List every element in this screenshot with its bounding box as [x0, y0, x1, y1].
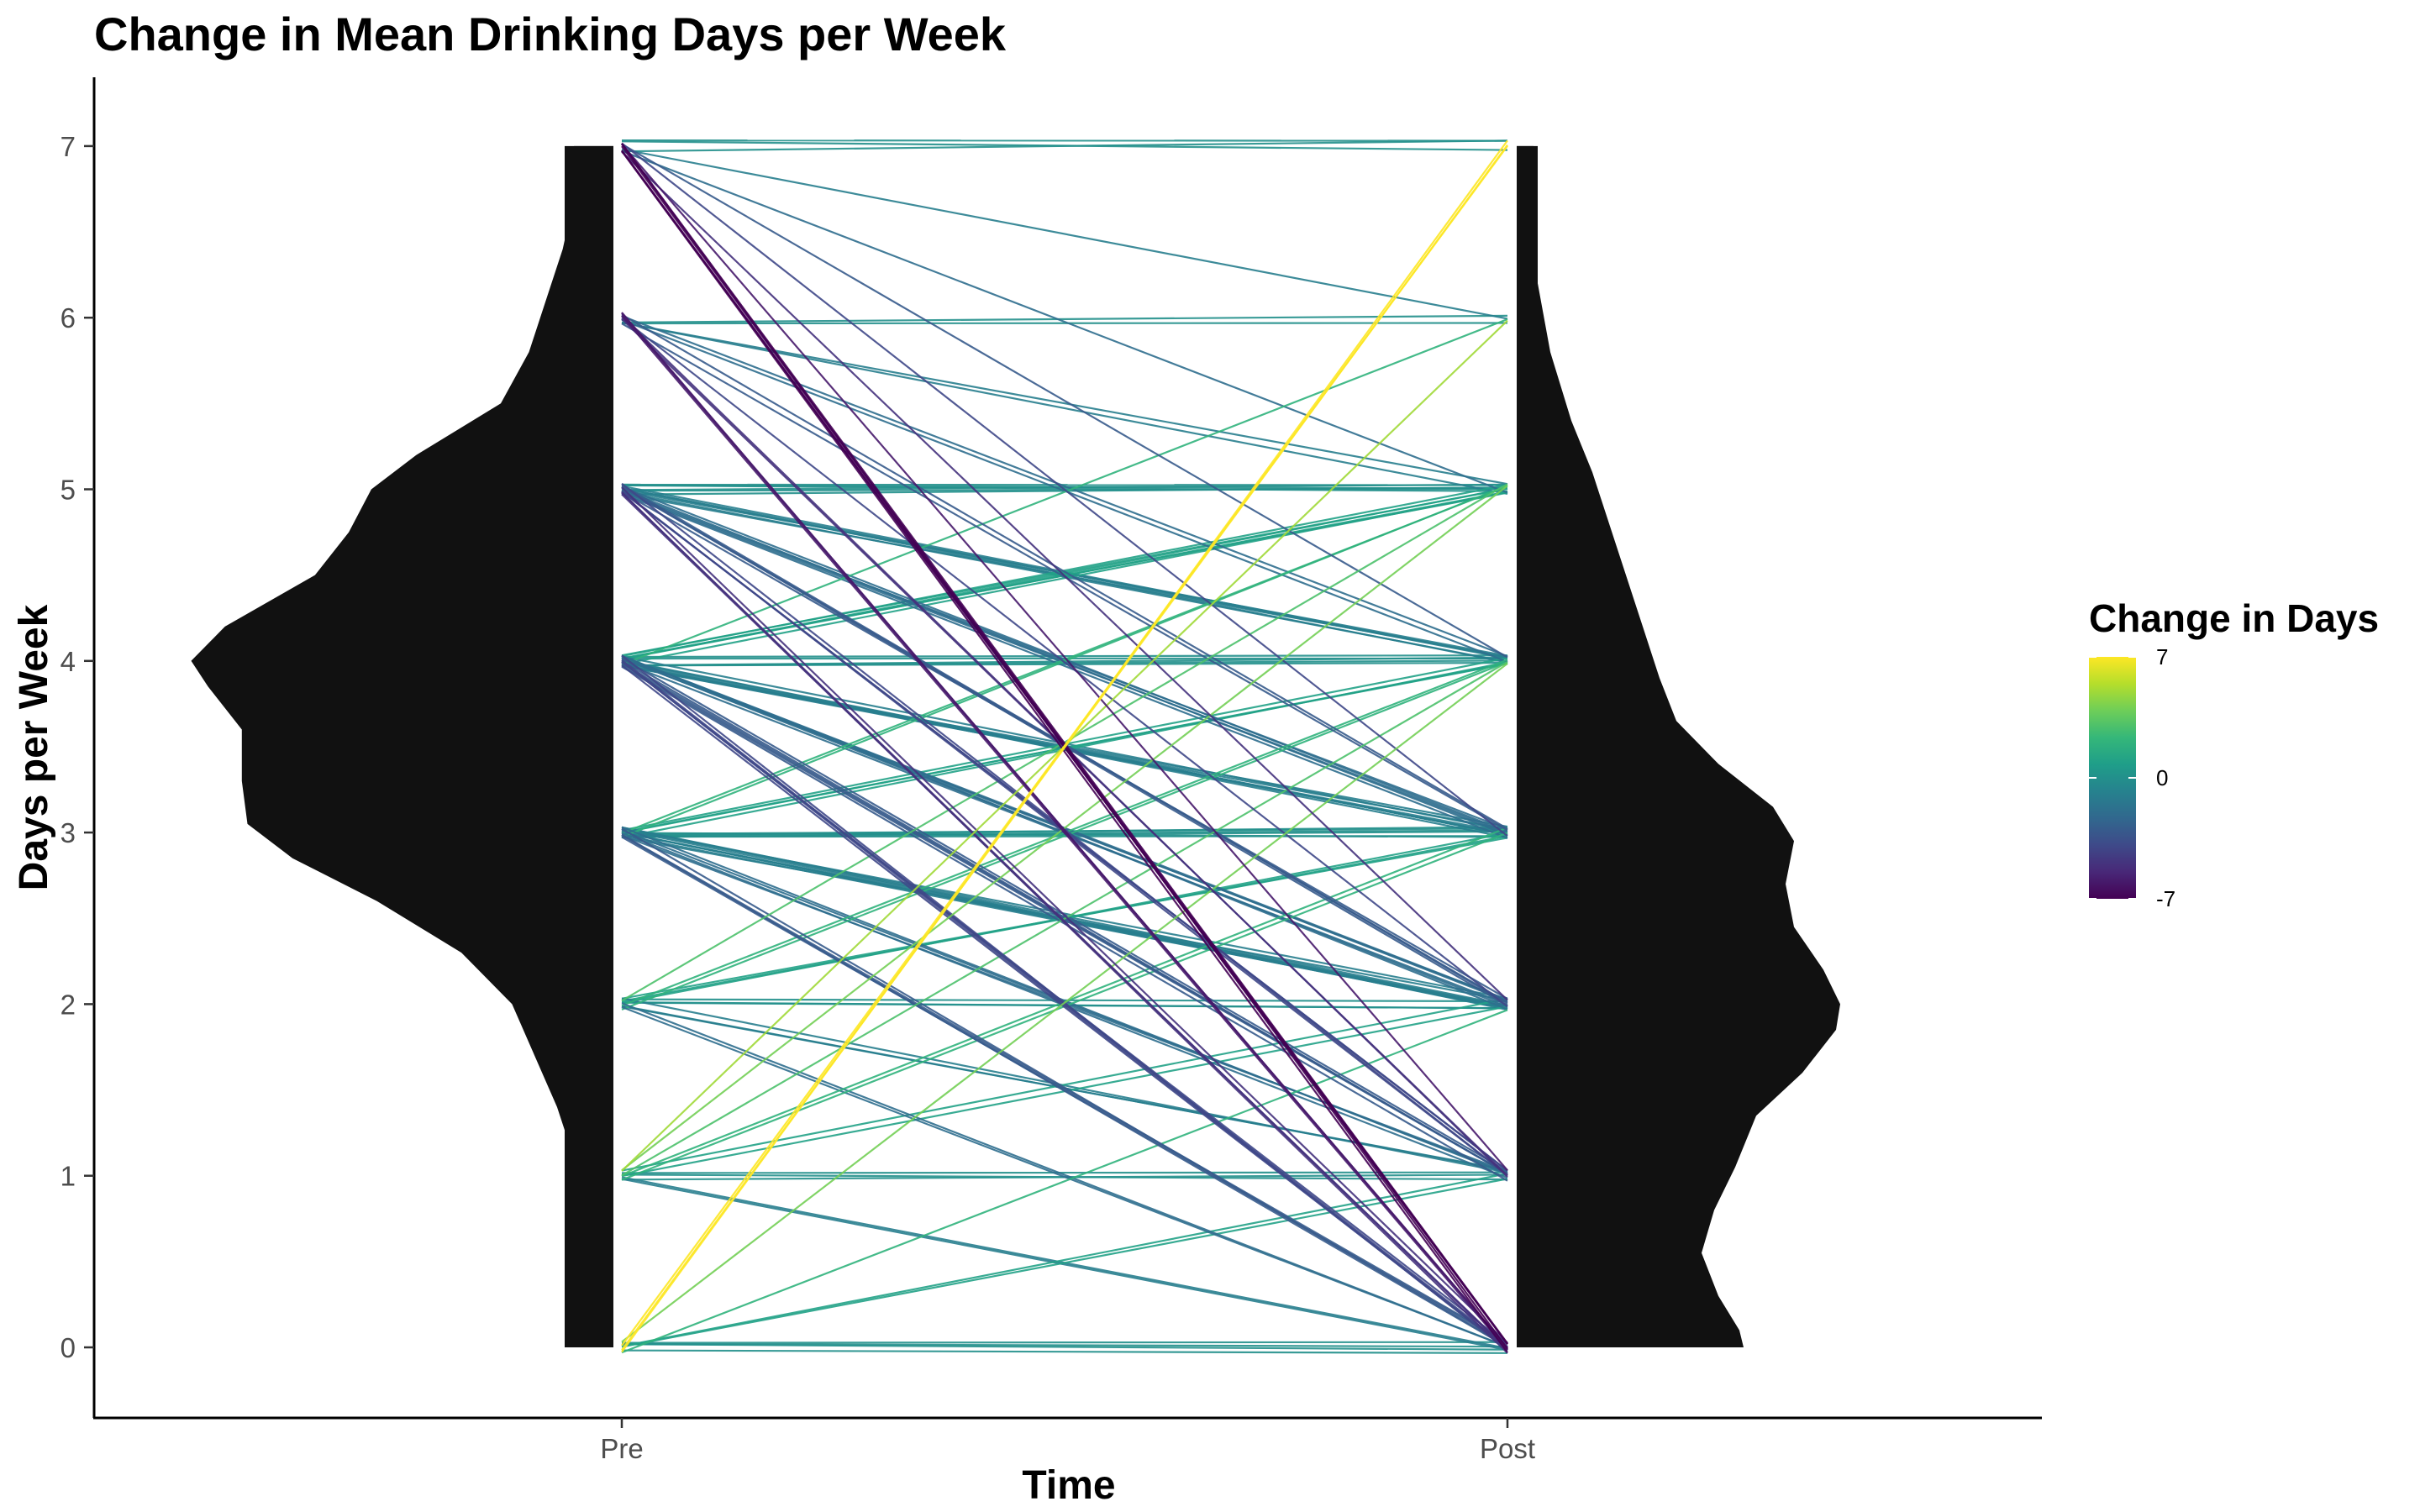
x-axis-ticks: Pre Post — [600, 1418, 1535, 1464]
connection-line — [621, 315, 1508, 1351]
y-tick-label: 4 — [60, 646, 76, 677]
connection-line — [621, 997, 1508, 1172]
connection-line — [621, 139, 1508, 142]
connection-line — [621, 663, 1508, 1343]
y-tick-label: 7 — [60, 131, 76, 162]
connection-line — [621, 1349, 1508, 1354]
plot-area — [191, 139, 1840, 1354]
connection-line — [621, 150, 1508, 1353]
connection-line — [621, 660, 1508, 1350]
connection-lines — [621, 139, 1508, 1354]
connection-line — [621, 139, 1508, 153]
connection-line — [621, 1005, 1508, 1348]
pre-density-violin — [191, 145, 613, 1347]
legend-tick-label: 7 — [2156, 644, 2168, 669]
connection-line — [621, 313, 1508, 830]
post-density-violin — [1517, 145, 1840, 1347]
connection-line — [621, 314, 1508, 323]
pre-density-bar — [565, 145, 613, 1347]
y-tick-label: 1 — [60, 1161, 76, 1192]
y-tick-label: 5 — [60, 475, 76, 506]
y-axis-ticks: 0 1 2 3 4 5 6 7 — [60, 131, 94, 1363]
y-tick-label: 0 — [60, 1332, 76, 1363]
connection-line — [621, 1178, 1508, 1352]
legend-tick-label: -7 — [2156, 886, 2175, 911]
legend-tick-label: 0 — [2156, 765, 2168, 790]
chart-title: Change in Mean Drinking Days per Week — [94, 8, 1007, 60]
connection-line — [621, 143, 1508, 1171]
connection-line — [621, 1173, 1508, 1347]
y-axis-title: Days per Week — [12, 604, 56, 890]
x-tick-label: Pre — [600, 1433, 643, 1464]
connection-line — [621, 150, 1508, 494]
y-tick-label: 6 — [60, 302, 76, 333]
connection-line — [621, 317, 1508, 1008]
connection-line — [621, 322, 1508, 325]
connection-line — [621, 318, 1508, 664]
connection-line — [621, 318, 1508, 666]
connection-line — [621, 1343, 1508, 1351]
pre-density-layer — [191, 145, 613, 1347]
connection-line — [621, 486, 1508, 1344]
connection-line — [621, 143, 1508, 659]
post-density-layer — [1517, 145, 1840, 1347]
connection-line — [621, 150, 1508, 1001]
x-tick-label: Post — [1480, 1433, 1535, 1464]
connection-line — [621, 836, 1508, 1345]
legend-ticks: 7 0 -7 — [2089, 644, 2175, 911]
legend-colorbar — [2089, 657, 2136, 899]
legend: Change in Days 7 0 -7 — [2089, 596, 2379, 911]
connection-line — [621, 492, 1508, 839]
connection-line — [621, 661, 1508, 1177]
connection-line — [621, 312, 1508, 1349]
connection-line — [621, 145, 1508, 1347]
y-tick-label: 3 — [60, 817, 76, 848]
y-tick-label: 2 — [60, 989, 76, 1020]
connection-line — [621, 322, 1508, 486]
connection-line — [621, 148, 1508, 320]
post-density-bar — [1517, 145, 1538, 1347]
connection-line — [621, 142, 1508, 837]
connection-line — [621, 485, 1508, 1172]
connection-line — [621, 827, 1508, 1000]
connection-line — [621, 491, 1508, 1354]
connection-line — [621, 1009, 1508, 1354]
connection-line — [621, 1341, 1508, 1344]
legend-title: Change in Days — [2089, 596, 2379, 640]
connection-line — [621, 833, 1508, 1344]
x-axis-title: Time — [1022, 1463, 1115, 1508]
